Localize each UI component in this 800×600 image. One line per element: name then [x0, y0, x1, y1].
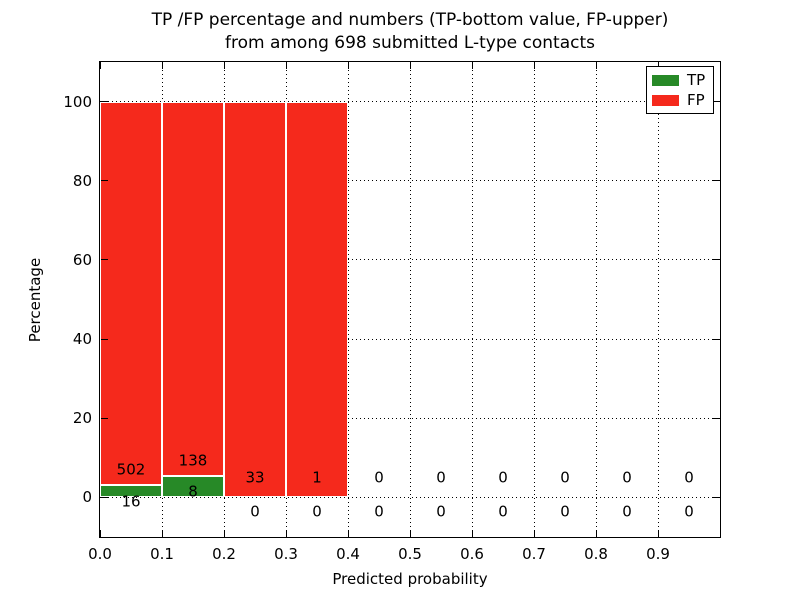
y-tick-left [100, 259, 108, 261]
y-tick-right [712, 259, 720, 261]
legend-entry-tp: TP [652, 70, 708, 89]
legend-label-tp: TP [687, 70, 706, 89]
x-tick-label: 0.3 [274, 545, 298, 563]
y-tick-label: 80 [72, 171, 92, 190]
y-tick-label: 60 [72, 250, 92, 269]
bar-segment-tp [100, 485, 162, 498]
grid-line-vertical [533, 62, 535, 537]
x-tick-bottom [533, 530, 535, 537]
tp-count-label: 8 [188, 482, 198, 501]
grid-line-vertical [657, 62, 659, 537]
y-tick-left [100, 338, 108, 340]
x-tick-bottom [223, 530, 225, 537]
fp-count-label: 0 [684, 468, 694, 487]
y-tick-label: 20 [72, 409, 92, 428]
tp-count-label: 16 [121, 492, 141, 511]
y-tick-right [712, 180, 720, 182]
y-tick-label: 0 [82, 488, 92, 507]
fp-count-label: 33 [245, 468, 265, 487]
y-tick-right [712, 417, 720, 419]
grid-line-vertical [595, 62, 597, 537]
x-tick-top [533, 62, 535, 69]
grid-line-vertical [347, 62, 349, 537]
tp-count-label: 0 [560, 502, 570, 521]
x-tick-label: 0.5 [398, 545, 422, 563]
x-tick-top [595, 62, 597, 69]
x-axis-label: Predicted probability [332, 570, 488, 588]
chart-title-line1: TP /FP percentage and numbers (TP-bottom… [151, 10, 669, 30]
x-tick-bottom [471, 530, 473, 537]
chart-title-line2: from among 698 submitted L-type contacts [224, 33, 595, 53]
x-tick-label: 0.7 [522, 545, 546, 563]
x-tick-top [285, 62, 287, 69]
legend-swatch-fp-icon [652, 94, 679, 106]
x-tick-top [409, 62, 411, 69]
x-tick-bottom [99, 530, 101, 537]
bar-segment-fp [162, 101, 224, 476]
x-tick-top [657, 62, 659, 69]
x-tick-label: 0.9 [646, 545, 670, 563]
y-tick-right [712, 101, 720, 103]
y-tick-left [100, 101, 108, 103]
legend: TP FP [646, 66, 714, 114]
y-tick-left [100, 496, 108, 498]
x-tick-bottom [595, 530, 597, 537]
x-tick-label: 0.1 [150, 545, 174, 563]
y-axis-label: Percentage [26, 257, 44, 343]
x-tick-label: 0.4 [336, 545, 360, 563]
x-tick-top [161, 62, 163, 69]
legend-entry-fp: FP [652, 90, 708, 109]
legend-swatch-tp-icon [652, 74, 679, 86]
x-tick-label: 0.6 [460, 545, 484, 563]
x-tick-top [471, 62, 473, 69]
x-tick-bottom [347, 530, 349, 537]
bar-segment-fp [224, 101, 286, 498]
x-tick-bottom [285, 530, 287, 537]
y-tick-label: 40 [72, 330, 92, 349]
y-tick-left [100, 417, 108, 419]
x-tick-bottom [657, 530, 659, 537]
fp-count-label: 502 [116, 460, 146, 479]
legend-label-fp: FP [687, 90, 705, 109]
x-tick-bottom [161, 530, 163, 537]
x-tick-label: 0.8 [584, 545, 608, 563]
bar-segment-tp [162, 475, 224, 498]
grid-line-vertical [409, 62, 411, 537]
fp-count-label: 0 [622, 468, 632, 487]
tp-count-label: 0 [250, 502, 260, 521]
fp-count-label: 138 [178, 451, 208, 470]
x-tick-label: 0.2 [212, 545, 236, 563]
tp-count-label: 0 [312, 502, 322, 521]
tp-count-label: 0 [684, 502, 694, 521]
x-tick-top [223, 62, 225, 69]
tp-count-label: 0 [498, 502, 508, 521]
fp-count-label: 0 [560, 468, 570, 487]
fp-count-label: 0 [436, 468, 446, 487]
y-tick-right [712, 496, 720, 498]
x-tick-top [99, 62, 101, 69]
tp-count-label: 0 [622, 502, 632, 521]
x-tick-bottom [409, 530, 411, 537]
y-tick-right [712, 338, 720, 340]
fp-count-label: 0 [498, 468, 508, 487]
y-tick-left [100, 180, 108, 182]
fp-count-label: 0 [374, 468, 384, 487]
tp-count-label: 0 [436, 502, 446, 521]
bar-segment-fp [286, 101, 348, 498]
x-tick-top [347, 62, 349, 69]
y-tick-label: 100 [63, 92, 92, 111]
fp-count-label: 1 [312, 468, 322, 487]
bar-segment-fp [100, 101, 162, 486]
x-tick-label: 0.0 [88, 545, 112, 563]
grid-line-vertical [471, 62, 473, 537]
tp-count-label: 0 [374, 502, 384, 521]
